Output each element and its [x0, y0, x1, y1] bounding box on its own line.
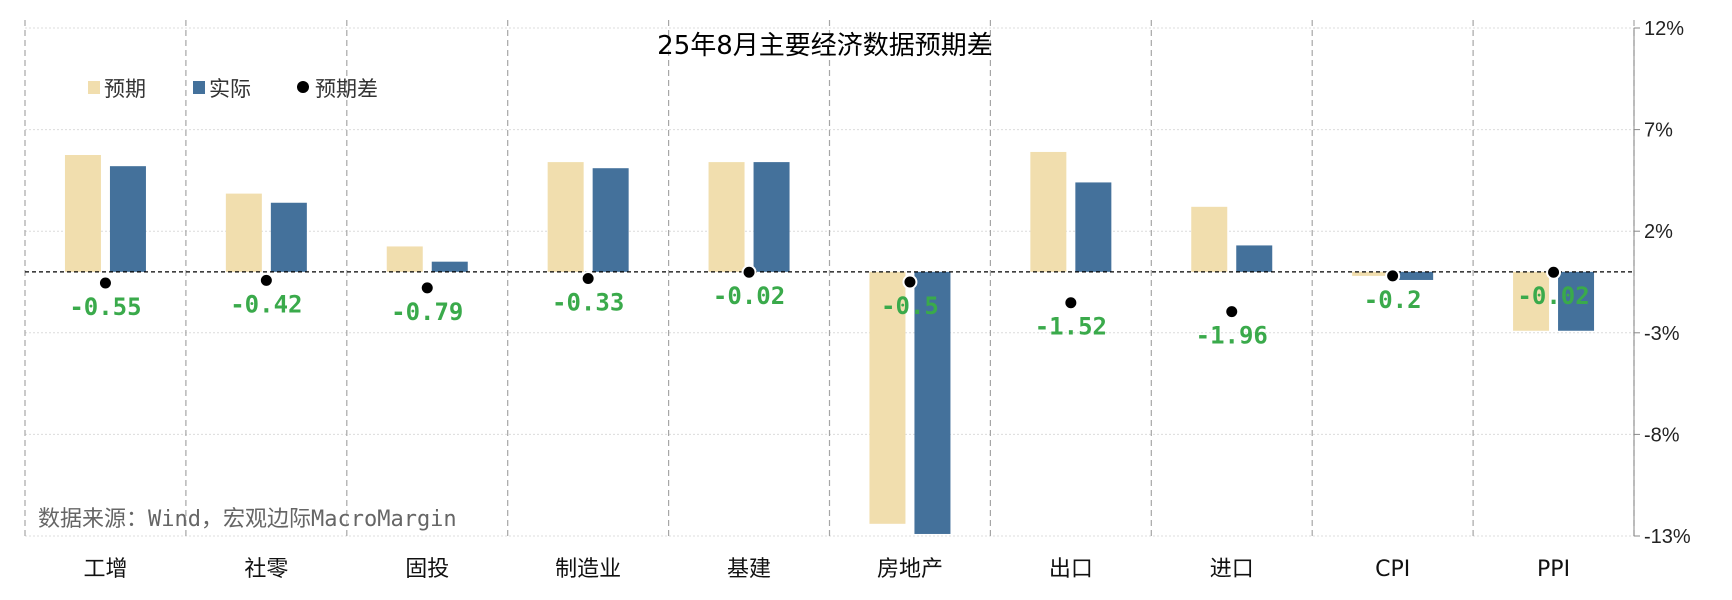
diff-marker — [1063, 295, 1079, 311]
source-note: 数据来源：Wind，宏观边际MacroMargin — [38, 507, 457, 532]
diff-marker — [741, 264, 757, 280]
x-axis: 工增 社零 固投 制造业 基建 房地产 出口 进口 CPI PPI — [83, 557, 1570, 582]
bar-actual — [270, 202, 307, 272]
x-tick-label: 房地产 — [877, 557, 943, 582]
bar-actual — [592, 168, 629, 272]
bar-actual — [1075, 182, 1112, 272]
diff-marker — [580, 271, 596, 287]
y-tick-label: -3% — [1644, 323, 1680, 345]
bar-expected — [1352, 271, 1389, 276]
bar-actual — [753, 162, 790, 272]
diff-marker — [1546, 264, 1562, 280]
x-tick-label: PPI — [1537, 557, 1570, 582]
legend-swatch-expected — [88, 81, 100, 94]
diff-label: -0.02 — [1517, 282, 1589, 310]
bar-expected — [225, 193, 262, 272]
diff-marker — [902, 274, 918, 290]
legend-swatch-actual — [193, 81, 205, 94]
diff-marker — [1385, 268, 1401, 284]
y-tick-label: -8% — [1644, 424, 1680, 446]
x-tick-label: 固投 — [405, 557, 449, 582]
x-tick-label: 进口 — [1210, 557, 1254, 582]
diff-label: -0.42 — [230, 290, 302, 318]
x-tick-label: 出口 — [1049, 557, 1093, 582]
bars — [64, 151, 1595, 534]
legend-label-expected: 预期 — [104, 77, 146, 101]
diff-marker — [97, 275, 113, 291]
bar-expected — [64, 155, 101, 272]
diff-marker — [258, 272, 274, 288]
legend: 预期 实际 预期差 — [88, 77, 378, 101]
bar-actual — [109, 166, 146, 272]
bar-actual — [1236, 245, 1273, 272]
diff-label: -0.33 — [552, 289, 624, 317]
y-tick-label: 7% — [1644, 120, 1673, 142]
x-tick-label: 社零 — [244, 557, 288, 582]
bar-actual — [1558, 271, 1595, 331]
bar-actual — [1397, 271, 1434, 280]
y-tick-label: -13% — [1644, 526, 1691, 548]
diff-label: -0.02 — [713, 282, 785, 310]
bar-actual — [914, 271, 951, 534]
x-tick-label: CPI — [1375, 557, 1410, 582]
bar-expected — [1030, 151, 1067, 272]
diff-label: -0.79 — [391, 298, 463, 326]
x-tick-label: 工增 — [83, 557, 127, 582]
bar-expected — [1513, 271, 1550, 331]
diff-marker — [1224, 304, 1240, 320]
y-axis: 12% 7% 2% -3% -8% -13% — [1633, 18, 1691, 548]
diff-markers — [97, 264, 1562, 320]
x-tick-label: 基建 — [727, 557, 771, 582]
chart-title: 25年8月主要经济数据预期差 — [657, 31, 993, 61]
bar-actual — [431, 261, 468, 272]
bar-expected — [869, 271, 906, 524]
bar-expected — [1191, 206, 1228, 272]
diff-label: -0.55 — [69, 293, 141, 321]
diff-label: -1.96 — [1196, 322, 1268, 350]
diff-label: -1.52 — [1035, 313, 1107, 341]
x-tick-label: 制造业 — [555, 557, 621, 582]
legend-label-diff: 预期差 — [315, 77, 378, 101]
diff-labels: -0.55 -0.42 -0.79 -0.33 -0.02 -0.5 -1.52 -1.96 -… — [69, 282, 1589, 349]
legend-marker-diff — [297, 81, 309, 93]
bar-expected — [547, 162, 584, 272]
diff-marker — [419, 280, 435, 296]
diff-label: -0.2 — [1364, 286, 1422, 314]
bar-expected — [708, 162, 745, 272]
diff-label: -0.5 — [881, 292, 939, 320]
bar-expected — [386, 246, 423, 272]
y-tick-label: 2% — [1644, 221, 1673, 243]
legend-label-actual: 实际 — [209, 77, 251, 101]
y-tick-label: 12% — [1644, 18, 1684, 40]
